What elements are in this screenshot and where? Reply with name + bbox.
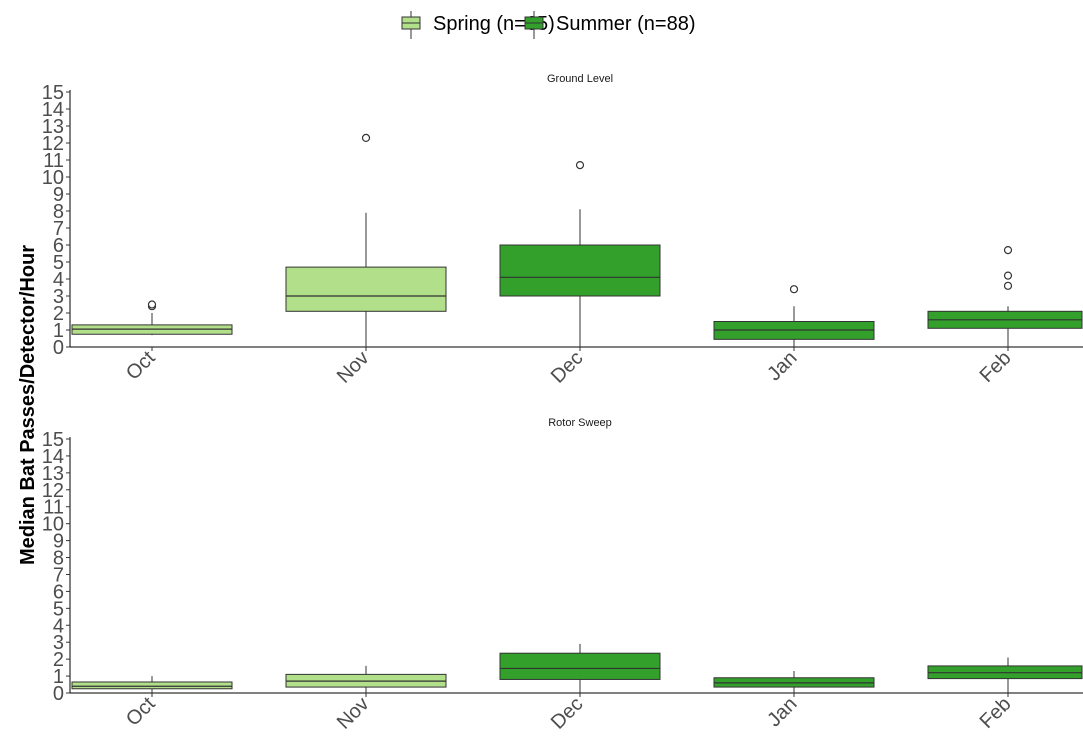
box-dec — [499, 161, 661, 347]
y-tick-label: 10 — [42, 167, 64, 189]
iqr-box — [499, 244, 661, 297]
y-tick-label: 1 — [53, 320, 64, 342]
x-tick-label: Nov — [333, 347, 374, 388]
y-tick-label: 13 — [42, 116, 64, 138]
y-tick-label: 14 — [42, 99, 64, 121]
y-tick-label: 2 — [53, 303, 64, 325]
box-feb — [927, 246, 1083, 347]
outlier-point — [1003, 281, 1013, 290]
outlier-point — [789, 285, 799, 294]
iqr-box — [71, 681, 233, 690]
y-tick-label: 1 — [53, 666, 64, 688]
y-tick-label: 14 — [42, 446, 64, 468]
x-tick-label: Oct — [122, 347, 160, 385]
y-tick-label: 11 — [43, 497, 64, 519]
x-tick-label: Nov — [333, 693, 374, 734]
y-tick-label: 9 — [53, 531, 64, 553]
x-tick-label: Feb — [976, 693, 1016, 733]
y-tick-label: 5 — [53, 252, 64, 274]
y-axis-label: Median Bat Passes/Detector/Hour — [17, 245, 39, 565]
outlier-point — [575, 161, 585, 170]
outlier-point — [147, 300, 157, 309]
legend-label: Spring (n=65) — [433, 13, 555, 35]
outlier-point — [1003, 246, 1013, 255]
iqr-box — [285, 266, 447, 312]
box-dec — [499, 643, 661, 693]
legend: Spring (n=65) Summer (n=88) — [401, 11, 696, 39]
y-tick-label: 10 — [42, 514, 64, 536]
y-tick-label: 0 — [53, 337, 64, 359]
y-tick-label: 6 — [53, 581, 64, 603]
y-tick-label: 4 — [53, 615, 64, 637]
y-tick-label: 0 — [53, 683, 64, 705]
iqr-box — [499, 652, 661, 680]
y-tick-label: 7 — [53, 564, 64, 586]
y-tick-label: 12 — [42, 480, 64, 502]
box-oct — [71, 300, 233, 336]
y-tick-label: 5 — [53, 598, 64, 620]
y-tick-label: 6 — [53, 235, 64, 257]
x-tick-label: Dec — [547, 347, 588, 388]
y-tick-label: 8 — [53, 548, 64, 570]
y-tick-label: 13 — [42, 463, 64, 485]
y-tick-label: 3 — [53, 632, 64, 654]
y-tick-label: 9 — [53, 184, 64, 206]
y-tick-label: 15 — [42, 429, 64, 451]
box-nov — [285, 133, 447, 347]
box-nov — [285, 665, 447, 693]
legend-label: Summer (n=88) — [556, 13, 696, 35]
x-tick-label: Jan — [763, 347, 801, 385]
box-oct — [71, 676, 233, 693]
box-jan — [713, 670, 875, 693]
y-tick-label: 2 — [53, 649, 64, 671]
x-tick-label: Oct — [122, 693, 160, 731]
y-tick-label: 3 — [53, 286, 64, 308]
y-tick-label: 8 — [53, 201, 64, 223]
y-tick-label: 12 — [42, 133, 64, 155]
legend-item: Summer (n=88) — [524, 11, 696, 39]
legend-item: Spring (n=65) — [401, 11, 555, 39]
y-tick-label: 11 — [43, 150, 64, 172]
y-tick-label: 7 — [53, 218, 64, 240]
x-tick-label: Dec — [547, 693, 588, 734]
panel-title: Ground Level — [547, 73, 613, 85]
x-tick-label: Jan — [763, 693, 801, 731]
y-tick-label: 15 — [42, 82, 64, 104]
x-tick-label: Feb — [976, 347, 1016, 387]
y-tick-label: 4 — [53, 269, 64, 291]
outlier-point — [361, 133, 371, 142]
outlier-point — [1003, 271, 1013, 280]
box-feb — [927, 657, 1083, 693]
panel-title: Rotor Sweep — [548, 417, 612, 429]
box-jan — [713, 285, 875, 347]
